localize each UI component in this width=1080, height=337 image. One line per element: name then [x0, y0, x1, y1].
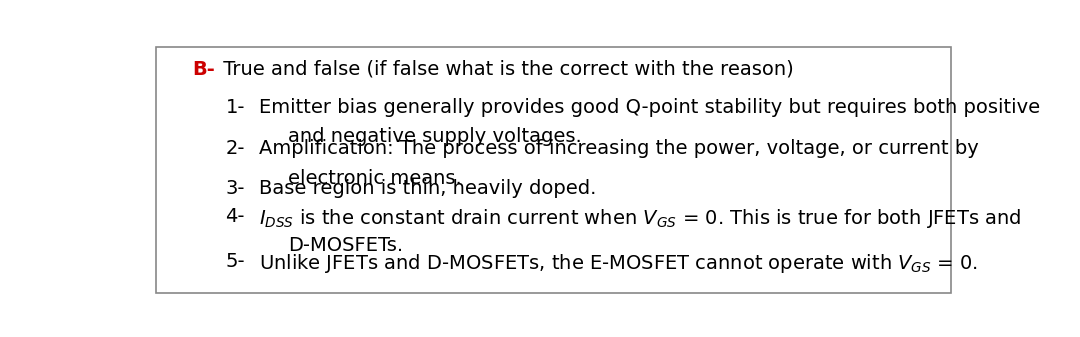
Text: 5-: 5-	[226, 252, 245, 271]
FancyBboxPatch shape	[156, 47, 951, 294]
Text: D-MOSFETs.: D-MOSFETs.	[288, 236, 403, 255]
Text: True and false (if false what is the correct with the reason): True and false (if false what is the cor…	[217, 60, 794, 79]
Text: $\mathit{I}_{DSS}$ is the constant drain current when $\mathit{V}_{GS}$ = 0. Thi: $\mathit{I}_{DSS}$ is the constant drain…	[259, 207, 1022, 229]
Text: 4-: 4-	[226, 207, 245, 225]
Text: 1-: 1-	[226, 97, 245, 117]
Text: electronic means.: electronic means.	[288, 169, 462, 188]
Text: Base region is thin, heavily doped.: Base region is thin, heavily doped.	[259, 179, 596, 198]
Text: Unlike JFETs and D-MOSFETs, the E-MOSFET cannot operate with $\mathit{V}_{GS}$ =: Unlike JFETs and D-MOSFETs, the E-MOSFET…	[259, 252, 977, 275]
Text: B-: B-	[192, 60, 215, 79]
Text: 2-: 2-	[226, 139, 245, 158]
Text: and negative supply voltages.: and negative supply voltages.	[288, 127, 582, 146]
Text: Emitter bias generally provides good Q-point stability but requires both positiv: Emitter bias generally provides good Q-p…	[259, 97, 1040, 117]
Text: 3-: 3-	[226, 179, 245, 198]
Text: Amplification: The process of increasing the power, voltage, or current by: Amplification: The process of increasing…	[259, 139, 978, 158]
